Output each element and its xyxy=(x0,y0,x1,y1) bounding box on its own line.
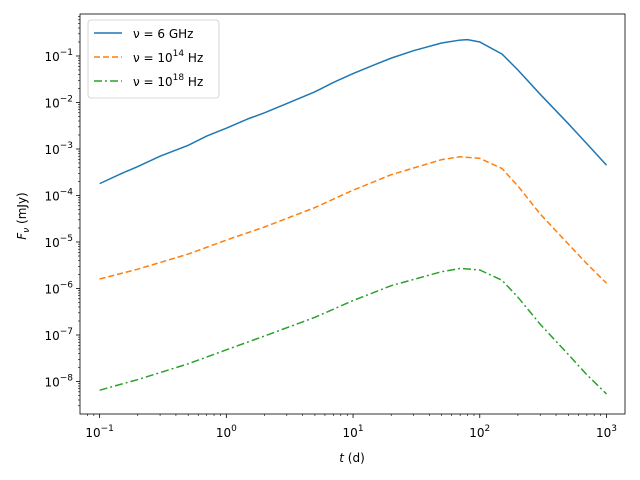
y-tick-label: 10−3 xyxy=(44,141,73,157)
x-tick-label: 102 xyxy=(469,424,490,440)
y-axis-ticks: 10−8 10−7 10−6 10−5 10−4 10−3 10−2 10−1 xyxy=(44,16,80,407)
legend-label-2: ν = 1014 Hz xyxy=(133,49,203,65)
x-axis-label: t (d) xyxy=(339,451,365,465)
legend: ν = 6 GHz ν = 1014 Hz ν = 1018 Hz xyxy=(87,19,220,99)
y-tick-label: 10−8 xyxy=(44,373,73,389)
x-tick-label: 10−1 xyxy=(85,424,114,440)
x-tick-label: 100 xyxy=(216,424,237,440)
y-axis-label: Fν (mJy) xyxy=(15,192,32,239)
y-tick-label: 10−7 xyxy=(44,327,73,343)
plot-area xyxy=(79,13,626,415)
y-tick-label: 10−1 xyxy=(44,48,73,64)
series-line-3 xyxy=(99,267,608,395)
y-tick-label: 10−5 xyxy=(44,234,73,250)
y-tick-label: 10−4 xyxy=(44,187,73,203)
series-line-1 xyxy=(99,38,608,185)
y-tick-label: 10−2 xyxy=(44,94,73,110)
legend-label-1: ν = 6 GHz xyxy=(133,27,193,41)
x-axis-ticks: 10−1 100 101 102 103 xyxy=(85,414,617,440)
legend-box xyxy=(87,19,220,99)
x-tick-label: 103 xyxy=(596,424,617,440)
legend-label-3: ν = 1018 Hz xyxy=(133,73,203,89)
series-line-2 xyxy=(99,156,608,284)
x-tick-label: 101 xyxy=(343,424,364,440)
y-tick-label: 10−6 xyxy=(44,280,73,296)
